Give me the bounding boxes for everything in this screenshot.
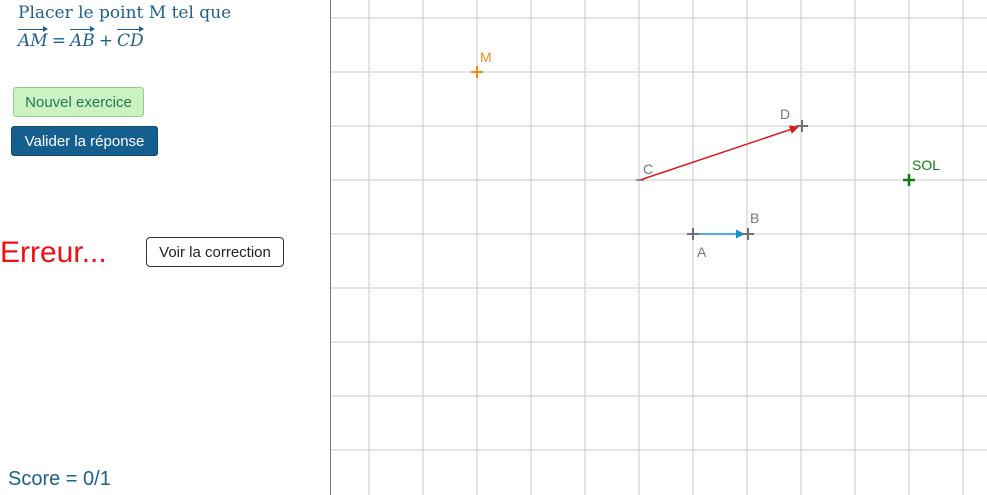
vector-ab-label: AB bbox=[69, 26, 95, 51]
point-c: C bbox=[636, 161, 653, 181]
point-m-label: M bbox=[480, 49, 492, 65]
point-a: A bbox=[687, 228, 707, 260]
panel-divider bbox=[330, 0, 331, 495]
grid bbox=[331, 0, 987, 495]
left-panel: Placer le point M tel que AM = AB + CD Nouve… bbox=[0, 0, 331, 495]
point-c-label: C bbox=[643, 161, 653, 177]
instruction-formula: AM = AB + CD bbox=[18, 26, 144, 52]
point-sol-label: SOL bbox=[912, 157, 940, 173]
point-m[interactable]: M bbox=[471, 49, 492, 78]
new-exercise-button[interactable]: Nouvel exercice bbox=[13, 87, 144, 117]
vector-cd bbox=[639, 125, 799, 181]
equals-sign: = bbox=[51, 31, 66, 51]
score-text: Score = 0/1 bbox=[8, 468, 111, 490]
instruction: Placer le point M tel que AM = AB + CD bbox=[18, 2, 232, 51]
point-sol: SOL bbox=[903, 157, 940, 186]
instruction-line1: Placer le point M tel que bbox=[18, 3, 232, 23]
vector-cd-label: CD bbox=[116, 26, 144, 51]
error-message: Erreur... bbox=[0, 236, 107, 269]
point-d: D bbox=[780, 106, 808, 132]
graph-canvas[interactable]: M A B C D SOL bbox=[331, 0, 987, 495]
point-b-label: B bbox=[750, 210, 759, 226]
plus-sign: + bbox=[98, 31, 113, 51]
point-a-label: A bbox=[697, 244, 707, 260]
validate-answer-button[interactable]: Valider la réponse bbox=[11, 126, 158, 156]
point-b: B bbox=[742, 210, 759, 240]
point-d-label: D bbox=[780, 106, 790, 122]
vector-am-label: AM bbox=[18, 26, 48, 51]
show-correction-button[interactable]: Voir la correction bbox=[146, 237, 284, 267]
